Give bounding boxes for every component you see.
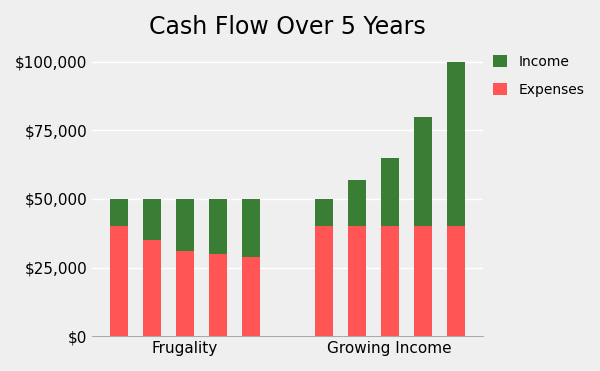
- Bar: [143, 199, 161, 240]
- Bar: [314, 226, 333, 336]
- Bar: [209, 199, 227, 254]
- Bar: [110, 199, 128, 226]
- Bar: [446, 226, 465, 336]
- Bar: [446, 62, 465, 226]
- Bar: [380, 226, 399, 336]
- Bar: [176, 199, 194, 251]
- Bar: [143, 240, 161, 336]
- Bar: [347, 226, 366, 336]
- Bar: [209, 254, 227, 336]
- Bar: [413, 226, 432, 336]
- Bar: [413, 116, 432, 226]
- Bar: [347, 180, 366, 226]
- Bar: [242, 256, 260, 336]
- Bar: [176, 251, 194, 336]
- Bar: [380, 158, 399, 226]
- Bar: [242, 199, 260, 256]
- Bar: [314, 199, 333, 226]
- Title: Cash Flow Over 5 Years: Cash Flow Over 5 Years: [149, 15, 426, 39]
- Legend: Income, Expenses: Income, Expenses: [493, 55, 584, 97]
- Bar: [110, 226, 128, 336]
